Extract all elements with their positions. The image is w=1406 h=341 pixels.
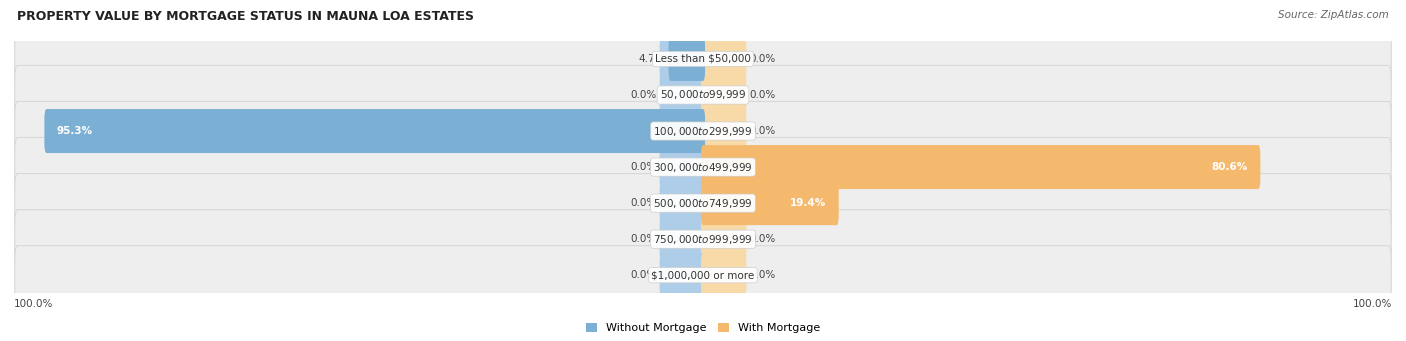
Text: 0.0%: 0.0%: [749, 90, 776, 100]
Text: $750,000 to $999,999: $750,000 to $999,999: [654, 233, 752, 246]
Text: PROPERTY VALUE BY MORTGAGE STATUS IN MAUNA LOA ESTATES: PROPERTY VALUE BY MORTGAGE STATUS IN MAU…: [17, 10, 474, 23]
Legend: Without Mortgage, With Mortgage: Without Mortgage, With Mortgage: [586, 323, 820, 333]
Text: 0.0%: 0.0%: [630, 162, 657, 172]
Text: $100,000 to $299,999: $100,000 to $299,999: [654, 124, 752, 137]
FancyBboxPatch shape: [702, 37, 747, 81]
FancyBboxPatch shape: [14, 29, 1392, 89]
Text: 19.4%: 19.4%: [790, 198, 827, 208]
FancyBboxPatch shape: [14, 246, 1392, 305]
Text: 0.0%: 0.0%: [630, 198, 657, 208]
Text: 4.7%: 4.7%: [638, 54, 665, 64]
FancyBboxPatch shape: [659, 37, 704, 81]
Text: $1,000,000 or more: $1,000,000 or more: [651, 270, 755, 280]
Text: $50,000 to $99,999: $50,000 to $99,999: [659, 89, 747, 102]
FancyBboxPatch shape: [702, 109, 747, 153]
Text: Less than $50,000: Less than $50,000: [655, 54, 751, 64]
FancyBboxPatch shape: [659, 181, 704, 225]
Text: 0.0%: 0.0%: [630, 90, 657, 100]
Text: 0.0%: 0.0%: [749, 126, 776, 136]
Text: 100.0%: 100.0%: [1353, 299, 1392, 309]
FancyBboxPatch shape: [702, 253, 747, 297]
FancyBboxPatch shape: [702, 217, 747, 261]
Text: 0.0%: 0.0%: [749, 234, 776, 244]
FancyBboxPatch shape: [669, 37, 704, 81]
Text: Source: ZipAtlas.com: Source: ZipAtlas.com: [1278, 10, 1389, 20]
Text: 0.0%: 0.0%: [749, 54, 776, 64]
Text: 0.0%: 0.0%: [630, 234, 657, 244]
FancyBboxPatch shape: [659, 73, 704, 117]
FancyBboxPatch shape: [702, 181, 839, 225]
FancyBboxPatch shape: [659, 217, 704, 261]
FancyBboxPatch shape: [702, 73, 747, 117]
Text: 100.0%: 100.0%: [14, 299, 53, 309]
FancyBboxPatch shape: [702, 181, 747, 225]
FancyBboxPatch shape: [14, 210, 1392, 269]
Text: $300,000 to $499,999: $300,000 to $499,999: [654, 161, 752, 174]
Text: $500,000 to $749,999: $500,000 to $749,999: [654, 197, 752, 210]
FancyBboxPatch shape: [702, 145, 747, 189]
FancyBboxPatch shape: [14, 137, 1392, 197]
FancyBboxPatch shape: [14, 174, 1392, 233]
Text: 0.0%: 0.0%: [749, 270, 776, 280]
FancyBboxPatch shape: [45, 109, 704, 153]
FancyBboxPatch shape: [659, 145, 704, 189]
FancyBboxPatch shape: [14, 65, 1392, 124]
FancyBboxPatch shape: [659, 253, 704, 297]
Text: 0.0%: 0.0%: [630, 270, 657, 280]
Text: 95.3%: 95.3%: [56, 126, 93, 136]
FancyBboxPatch shape: [659, 109, 704, 153]
FancyBboxPatch shape: [14, 102, 1392, 161]
FancyBboxPatch shape: [702, 145, 1260, 189]
Text: 80.6%: 80.6%: [1212, 162, 1249, 172]
